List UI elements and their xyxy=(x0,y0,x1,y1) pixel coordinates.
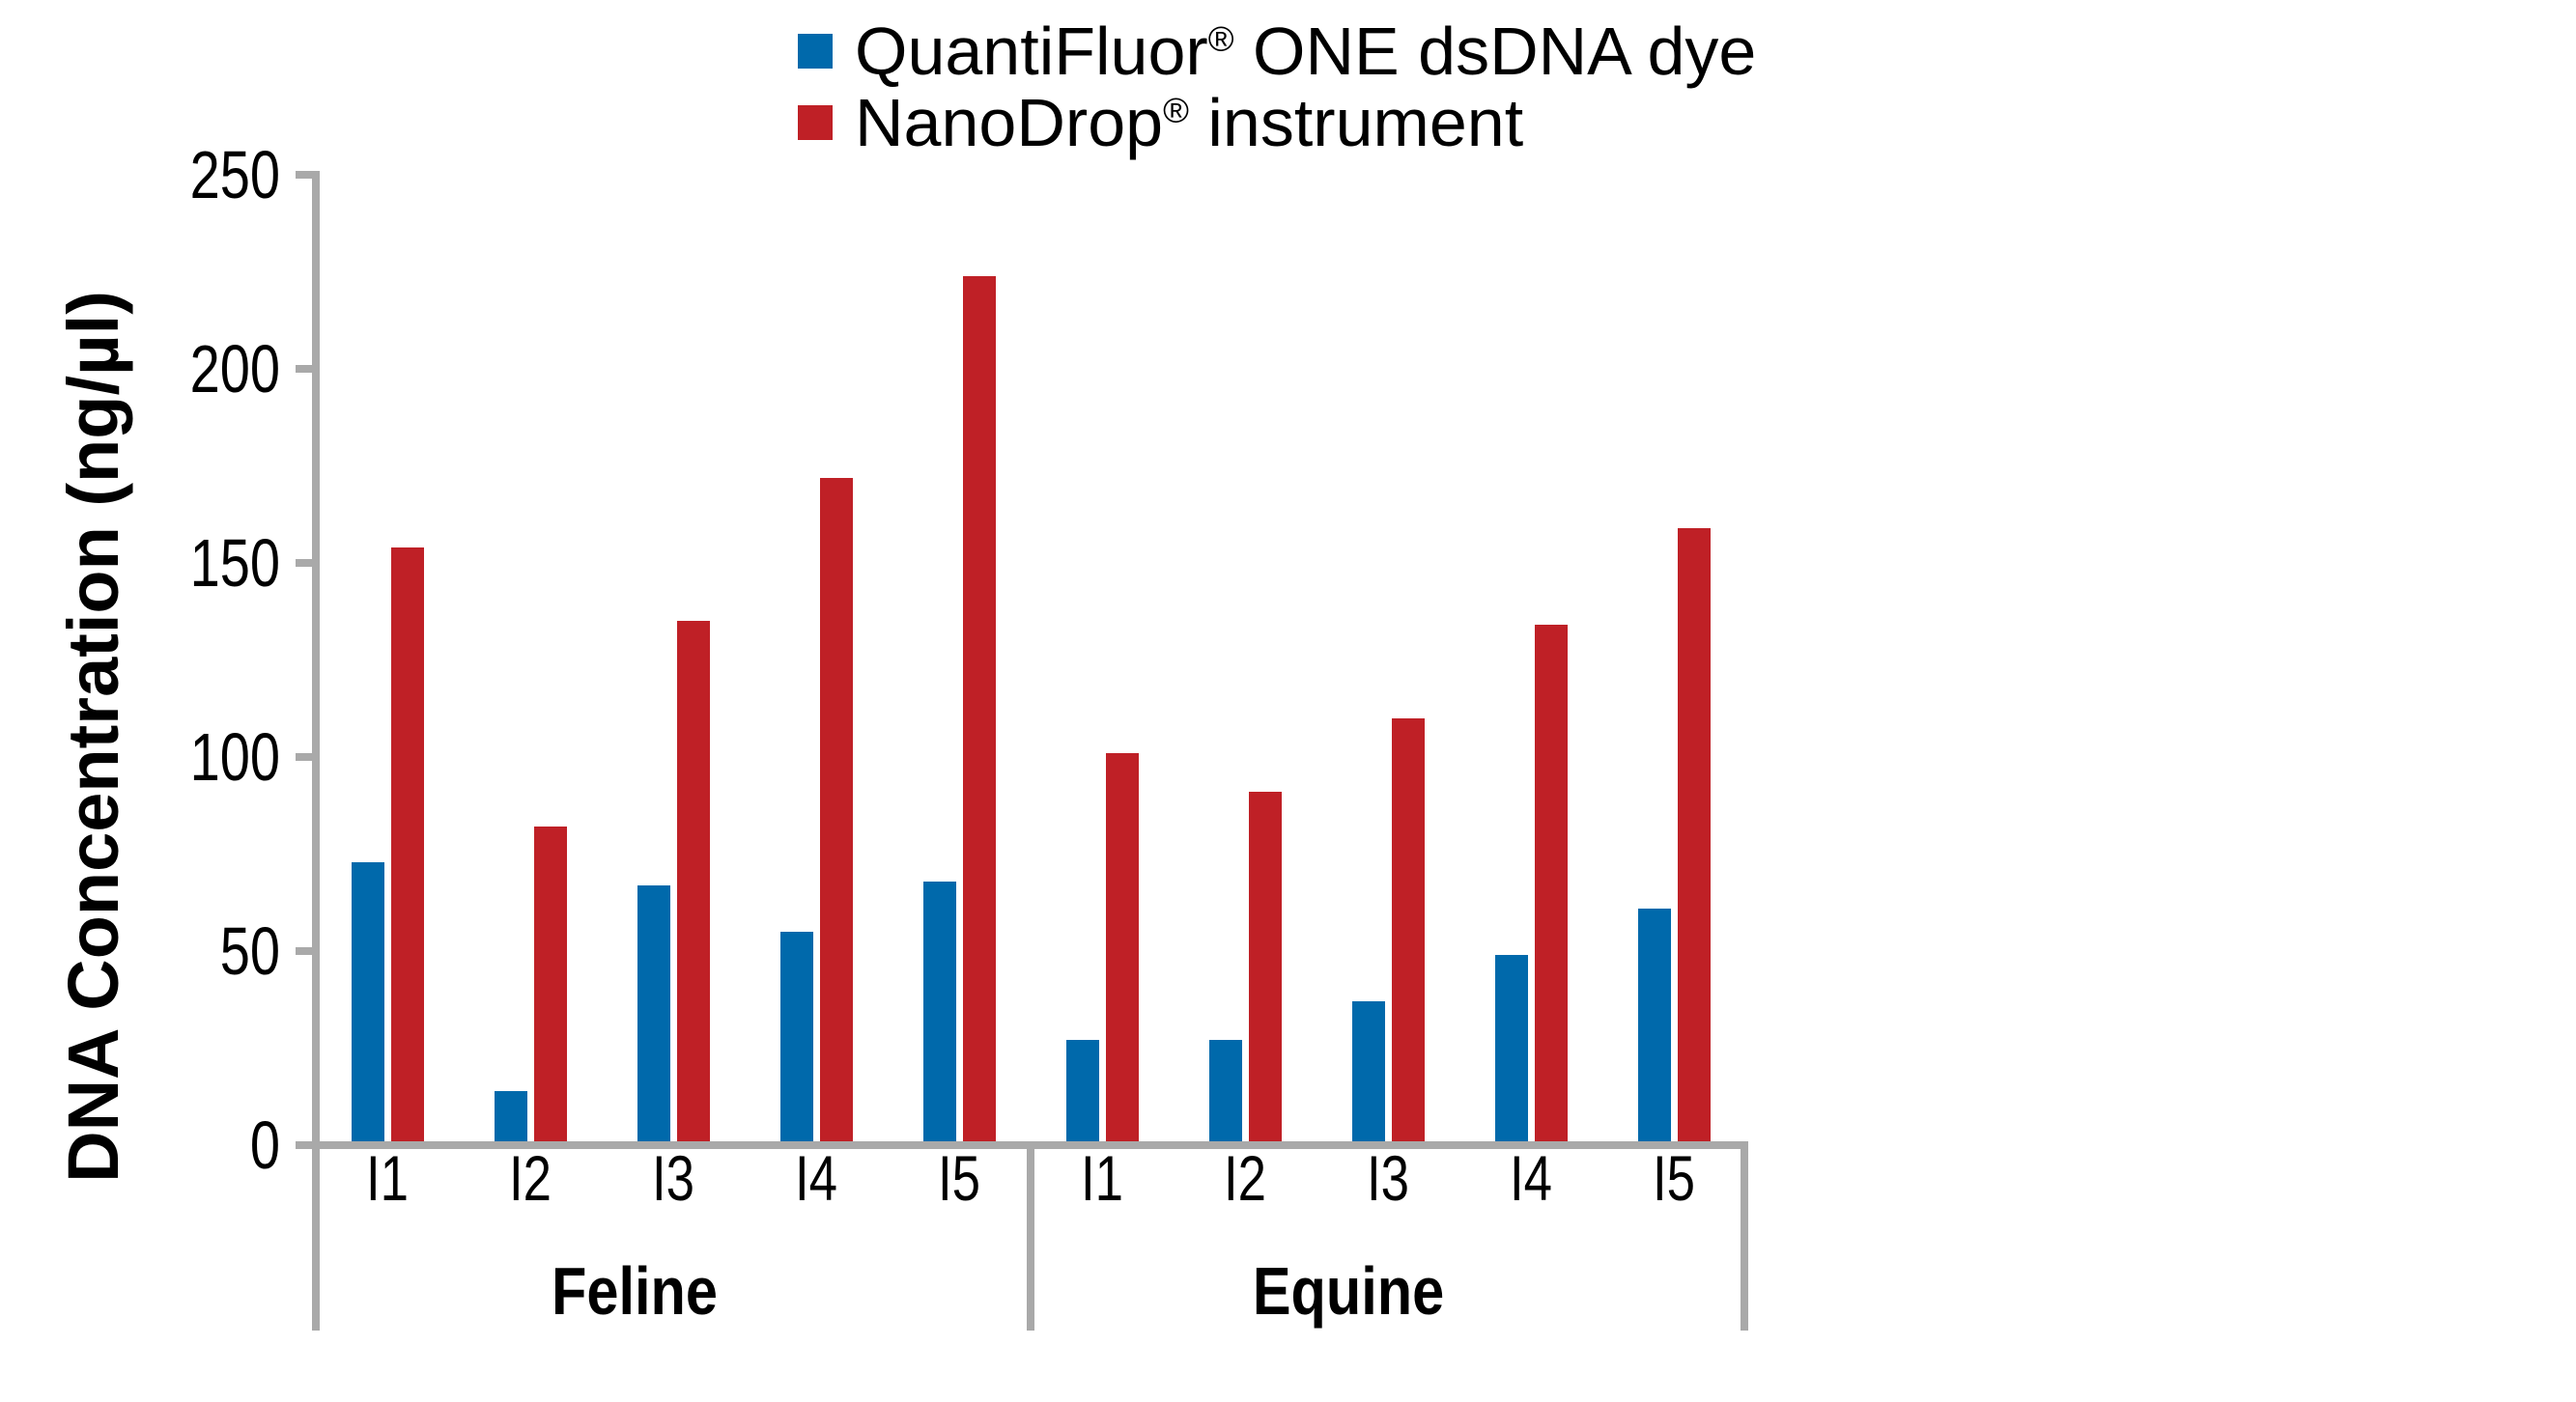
bar-equine-i2-nanodrop xyxy=(1249,792,1282,1141)
bar-feline-i5-quantifluor xyxy=(923,882,956,1141)
y-tick-mark xyxy=(296,947,316,955)
bar-feline-i3-quantifluor xyxy=(637,885,670,1141)
y-tick-mark xyxy=(296,1141,316,1149)
x-tick-label: I2 xyxy=(508,1142,552,1214)
bar-feline-i4-nanodrop xyxy=(820,478,853,1141)
bar-equine-i5-nanodrop xyxy=(1678,528,1711,1141)
y-tick-label: 250 xyxy=(189,137,280,212)
y-tick-label: 50 xyxy=(219,913,280,989)
bar-equine-i4-quantifluor xyxy=(1495,955,1528,1141)
x-tick-label: I1 xyxy=(1080,1142,1124,1214)
bar-equine-i1-nanodrop xyxy=(1106,753,1139,1141)
x-tick-label: I4 xyxy=(1509,1142,1553,1214)
y-tick-label: 150 xyxy=(189,525,280,601)
x-tick-label: I1 xyxy=(365,1142,410,1214)
y-tick-mark xyxy=(296,365,316,373)
bar-equine-i2-quantifluor xyxy=(1209,1040,1242,1141)
legend-label-quantifluor: QuantiFluor® ONE dsDNA dye xyxy=(855,14,1757,89)
x-tick-label: I2 xyxy=(1223,1142,1267,1214)
bar-feline-i1-quantifluor xyxy=(352,862,384,1141)
bar-equine-i4-nanodrop xyxy=(1535,625,1568,1141)
bar-feline-i2-quantifluor xyxy=(495,1091,527,1141)
x-tick-label: I3 xyxy=(1366,1142,1410,1214)
x-tick-label: I4 xyxy=(794,1142,838,1214)
bar-feline-i4-quantifluor xyxy=(780,932,813,1141)
x-axis-line xyxy=(297,1141,1748,1149)
x-tick-label: I5 xyxy=(937,1142,981,1214)
bar-equine-i5-quantifluor xyxy=(1638,909,1671,1141)
legend-item-nanodrop: NanoDrop® instrument xyxy=(798,87,1756,158)
legend-item-quantifluor: QuantiFluor® ONE dsDNA dye xyxy=(798,15,1756,87)
bar-feline-i3-nanodrop xyxy=(677,621,710,1141)
bar-feline-i2-nanodrop xyxy=(534,827,567,1141)
x-tick-label: I3 xyxy=(651,1142,695,1214)
y-tick-label: 100 xyxy=(189,719,280,795)
legend-label-nanodrop: NanoDrop® instrument xyxy=(855,85,1524,160)
legend-swatch-red-icon xyxy=(798,105,833,140)
y-tick-mark xyxy=(296,753,316,761)
bar-equine-i3-quantifluor xyxy=(1352,1001,1385,1141)
y-tick-mark xyxy=(296,171,316,179)
bar-equine-i3-nanodrop xyxy=(1392,718,1425,1141)
legend-swatch-blue-icon xyxy=(798,34,833,69)
bar-feline-i1-nanodrop xyxy=(391,547,424,1141)
group-divider-line xyxy=(1027,1149,1034,1331)
y-tick-label: 200 xyxy=(189,331,280,407)
y-tick-mark xyxy=(296,559,316,567)
group-label-feline: Feline xyxy=(552,1253,718,1329)
y-axis-line xyxy=(312,171,320,1331)
plot-right-line xyxy=(1741,1141,1748,1331)
y-tick-label: 0 xyxy=(249,1108,280,1183)
x-tick-label: I5 xyxy=(1652,1142,1696,1214)
bar-feline-i5-nanodrop xyxy=(963,276,996,1141)
group-label-equine: Equine xyxy=(1252,1253,1445,1329)
legend: QuantiFluor® ONE dsDNA dye NanoDrop® ins… xyxy=(798,15,1756,158)
bar-equine-i1-quantifluor xyxy=(1066,1040,1099,1141)
